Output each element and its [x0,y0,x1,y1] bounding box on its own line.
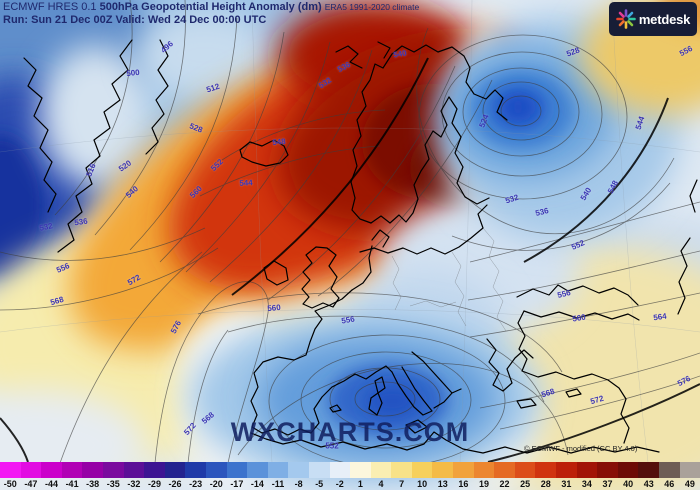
colorbar-tick-label: -47 [24,479,38,489]
colorbar-tick-label: 13 [437,479,448,489]
colorbar-tick-label: -29 [147,479,161,489]
colorbar-cell [41,462,62,478]
colorbar-cell [102,462,124,478]
colorbar-tick-label: -41 [65,479,79,489]
colorbar-tick-label: -14 [250,479,264,489]
colorbar-cell [638,462,659,478]
colorbar-tick-label: 22 [499,479,510,489]
colorbar-ticks: -50 -47 -44 -41 -38 -35 -32 -29 -26 -23 -20 -17 -14-… [0,478,700,490]
colorbar-tick-label: -32 [127,479,141,489]
colorbar-cell [659,462,680,478]
colorbar-cell [123,462,145,478]
colorbar-legend: -50 -47 -44 -41 -38 -35 -32 -29 -26 -23 -20 -17 -14-… [0,462,700,490]
colorbar-tick-label: -44 [44,479,58,489]
colorbar-tick-label: -5 [315,479,324,489]
colorbar-tick-label: 16 [458,479,469,489]
metdesk-logo-text: metdesk [638,11,691,27]
colorbar-tick-label: -38 [86,479,100,489]
colorbar-cell [494,462,515,478]
colorbar-cell [164,462,186,478]
colorbar-tick-label: -23 [189,479,203,489]
colorbar-cell [247,462,268,478]
colorbar-tick-label: -11 [271,479,285,489]
colorbar-cell [514,462,536,478]
colorbar-tick-label: -8 [294,479,303,489]
model-name: ECMWF HRES 0.1 [3,1,97,13]
colorbar-cell [82,462,103,478]
metdesk-logo: metdesk [609,2,697,36]
metdesk-asterisk-icon [616,9,636,29]
colorbar-tick-label: 31 [561,479,572,489]
colorbar-tick-label: 46 [664,479,675,489]
colorbar-cell [185,462,206,478]
colorbar-cell [205,462,227,478]
colorbar-cell [556,462,577,478]
colorbar-cell [329,462,351,478]
colorbar-cell [350,462,371,478]
colorbar-cell [370,462,392,478]
wxcharts-watermark: WXCHARTS.COM [230,417,470,447]
colorbar-tick-label: -26 [168,479,182,489]
colorbar-cell [617,462,639,478]
colorbar-tick-label: 25 [520,479,531,489]
colorbar-cell [20,462,42,478]
colorbar-tick-label: 49 [684,479,695,489]
title-line: ECMWF HRES 0.1 500hPa Geopotential Heigh… [3,1,419,14]
colorbar-cell [473,462,495,478]
colorbar-cell [453,462,474,478]
colorbar-tick-label: -17 [230,479,244,489]
colorbar-gradient [0,462,700,478]
colorbar-tick-label: -2 [335,479,344,489]
colorbar-tick-label: 1 [357,479,363,489]
colorbar-cell [288,462,309,478]
colorbar-cell [432,462,454,478]
colorbar-tick-label: -50 [3,479,17,489]
colorbar-tick-label: 7 [399,479,405,489]
colorbar-tick-label: 28 [540,479,551,489]
colorbar-cell [576,462,598,478]
colorbar-tick-label: 37 [602,479,613,489]
colorbar-cell [308,462,330,478]
colorbar-cell [0,462,21,478]
colorbar-cell [679,462,700,478]
colorbar-cell [61,462,83,478]
colorbar-tick-label: 43 [643,479,654,489]
colorbar-tick-label: 34 [581,479,592,489]
climate-reference: ERA5 1991-2020 climate [324,2,420,12]
colorbar-tick-label: 10 [417,479,428,489]
chart-header: ECMWF HRES 0.1 500hPa Geopotential Heigh… [3,1,419,27]
product-title: 500hPa Geopotential Height Anomaly (dm) [99,1,322,13]
colorbar-tick-label: 4 [378,479,384,489]
colorbar-tick-label: 19 [478,479,489,489]
colorbar-tick-label: -20 [209,479,223,489]
colorbar-tick-label: 40 [623,479,634,489]
colorbar-cell [226,462,248,478]
colorbar-tick-label: -35 [106,479,120,489]
colorbar-cell [535,462,557,478]
colorbar-cell [144,462,165,478]
colorbar-cell [391,462,412,478]
ecmwf-attribution: © ECMWF - modified (CC BY 4.0) [524,444,638,453]
colorbar-cell [411,462,433,478]
run-valid-line: Run: Sun 21 Dec 00Z Valid: Wed 24 Dec 00… [3,14,267,26]
colorbar-cell [597,462,618,478]
colorbar-cell [267,462,289,478]
